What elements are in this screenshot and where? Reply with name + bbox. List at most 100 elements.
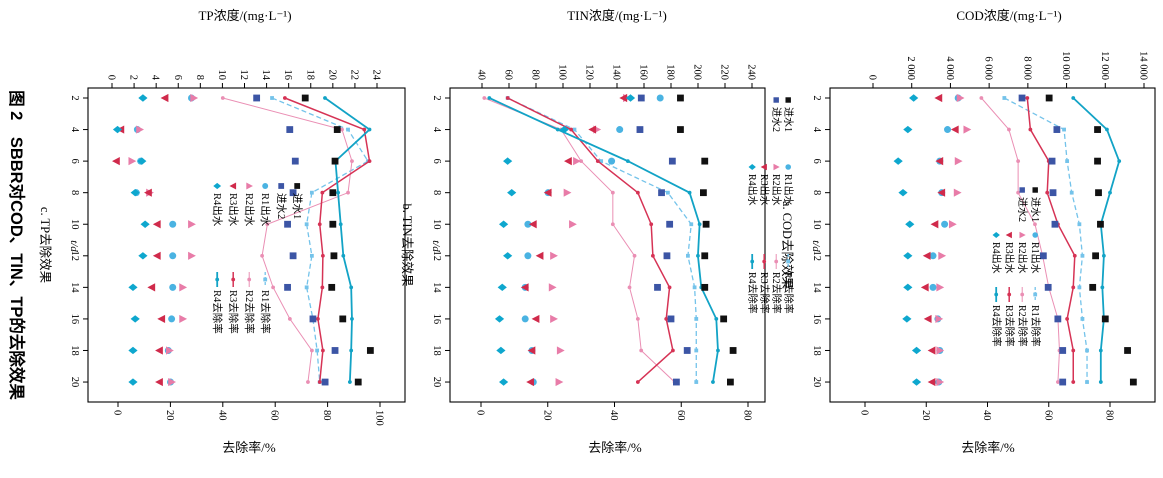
series-r4_effluent bbox=[494, 94, 636, 386]
time-tick-label: 16 bbox=[69, 314, 80, 325]
influent2-point bbox=[668, 157, 676, 165]
conc-tick-label: 120 bbox=[584, 64, 595, 80]
influent2-point bbox=[1059, 378, 1067, 386]
influent2-point bbox=[309, 315, 317, 323]
series-r2_effluent bbox=[128, 93, 199, 387]
r3_effluent-point bbox=[144, 188, 152, 197]
time-tick-label: 18 bbox=[811, 345, 822, 356]
legend-marker-r4_effluent bbox=[748, 164, 756, 170]
r1_effluent-point bbox=[169, 220, 177, 228]
line-node bbox=[1105, 127, 1109, 132]
legend-label-r2_effluent: R2出水 bbox=[1016, 242, 1029, 274]
panel-caption-b: b. TIN去除效果 bbox=[400, 203, 415, 287]
legend-label-r2_removal: R2去除率 bbox=[243, 290, 256, 334]
removal-tick-label: 20 bbox=[541, 410, 552, 421]
r2_effluent-point bbox=[548, 283, 557, 292]
line-node bbox=[635, 380, 640, 384]
influent2-point bbox=[1044, 283, 1052, 291]
removal-axis: 0 20 40 60 80 100 去除率/% bbox=[112, 402, 385, 455]
line-node bbox=[595, 159, 600, 164]
conc-tick-label: 14 000 bbox=[1138, 51, 1149, 80]
legend-node-r4_removal bbox=[750, 259, 755, 264]
line-node bbox=[1072, 253, 1077, 258]
legend-marker-r2_effluent bbox=[773, 163, 780, 171]
line-node bbox=[265, 222, 270, 227]
r4_effluent-point bbox=[138, 252, 148, 260]
influent1-point bbox=[339, 315, 347, 323]
influent1-point bbox=[301, 94, 309, 102]
removal-tick-label: 80 bbox=[321, 410, 332, 421]
removal-line bbox=[507, 97, 697, 383]
influent2-point bbox=[1059, 347, 1067, 354]
line-node bbox=[979, 96, 984, 100]
r4_effluent-point bbox=[898, 188, 908, 197]
removal-tick-label: 80 bbox=[742, 410, 753, 421]
r4_effluent-point bbox=[903, 283, 913, 292]
time-tick-label: 10 bbox=[431, 219, 442, 230]
conc-tick-label: 14 bbox=[260, 70, 271, 81]
series-r2_effluent bbox=[548, 93, 631, 387]
conc-tick-label: 12 bbox=[238, 70, 249, 81]
r1_effluent-point bbox=[521, 315, 529, 323]
legend-marker-influent2 bbox=[1019, 187, 1025, 193]
removal-line bbox=[324, 97, 371, 383]
r2_effluent-point bbox=[179, 283, 188, 292]
legend-a: 进水1 R1出水 R1去除率 进水2 R2出水 R2去除率 R3出水 R3去除率 R4出水 R4去… bbox=[990, 187, 1042, 347]
r3_effluent-point bbox=[927, 346, 936, 355]
legend-label-influent2: 进水2 bbox=[1016, 197, 1028, 222]
line-node bbox=[665, 190, 670, 195]
removal-line bbox=[488, 97, 719, 383]
time-tick-label: 14 bbox=[431, 282, 442, 293]
line-node bbox=[1098, 380, 1103, 384]
line-node bbox=[1071, 380, 1076, 384]
influent2-point bbox=[331, 347, 339, 354]
time-tick-label: 12 bbox=[811, 251, 822, 262]
removal-tick-label: 40 bbox=[981, 410, 992, 421]
line-node bbox=[687, 190, 692, 195]
conc-tick-label: 8 000 bbox=[1021, 56, 1032, 80]
removal-line bbox=[1072, 97, 1121, 383]
removal-axis: 0 20 40 60 80 去除率/% bbox=[475, 402, 753, 455]
r2_effluent-point bbox=[936, 377, 945, 387]
removal-line bbox=[484, 97, 675, 383]
r2_effluent-point bbox=[168, 377, 177, 387]
time-tick-label: 2 bbox=[811, 95, 822, 100]
line-node bbox=[1062, 127, 1066, 132]
time-axis: 2 4 6 8 10 12 14 16 18 20 t/d bbox=[68, 95, 88, 387]
removal-tick-label: 20 bbox=[164, 410, 175, 421]
series-r2_effluent bbox=[935, 93, 972, 387]
influent1-point bbox=[677, 94, 684, 102]
legend-node-r2_removal bbox=[247, 277, 252, 282]
line-node bbox=[664, 317, 669, 321]
series-r3_effluent bbox=[920, 93, 959, 387]
line-node bbox=[671, 348, 675, 353]
r1_effluent-point bbox=[524, 220, 532, 228]
conc-axis-title: TIN浓度/(mg·L⁻¹) bbox=[567, 8, 667, 23]
legend-label-r3_removal: R3去除率 bbox=[1003, 305, 1016, 347]
line-node bbox=[1065, 317, 1070, 321]
line-node bbox=[1101, 253, 1106, 258]
influent1-point bbox=[720, 315, 728, 323]
line-node bbox=[341, 253, 346, 258]
conc-tick-label: 0 bbox=[106, 75, 117, 80]
removal-tick-label: 60 bbox=[269, 410, 280, 421]
removal-tick-label: 40 bbox=[608, 410, 619, 421]
r1_effluent-point bbox=[941, 220, 949, 228]
time-axis: 2 4 6 8 10 12 14 16 18 20 t/d bbox=[430, 95, 450, 387]
line-node bbox=[309, 348, 314, 353]
legend-label-r3_effluent: R3出水 bbox=[1003, 242, 1016, 274]
legend-marker-r2_effluent bbox=[1019, 231, 1026, 239]
series-r3_removal bbox=[1025, 96, 1077, 384]
influent1-point bbox=[329, 220, 337, 228]
line-node bbox=[309, 253, 314, 258]
influent1-point bbox=[729, 347, 737, 354]
removal-axis-title: 去除率/% bbox=[588, 440, 642, 455]
legend-label-r1_effluent: R1出水 bbox=[259, 193, 272, 227]
r4_effluent-point bbox=[911, 346, 922, 355]
legend-b: 进水1 R1出水 R1去除率 进水2 R2出水 R2去除率 R3出水 R3去除率 R4出水 R4去… bbox=[746, 97, 795, 314]
removal-tick-label: 20 bbox=[920, 410, 931, 421]
influent1-point bbox=[701, 252, 709, 260]
time-tick-label: 6 bbox=[69, 158, 80, 163]
